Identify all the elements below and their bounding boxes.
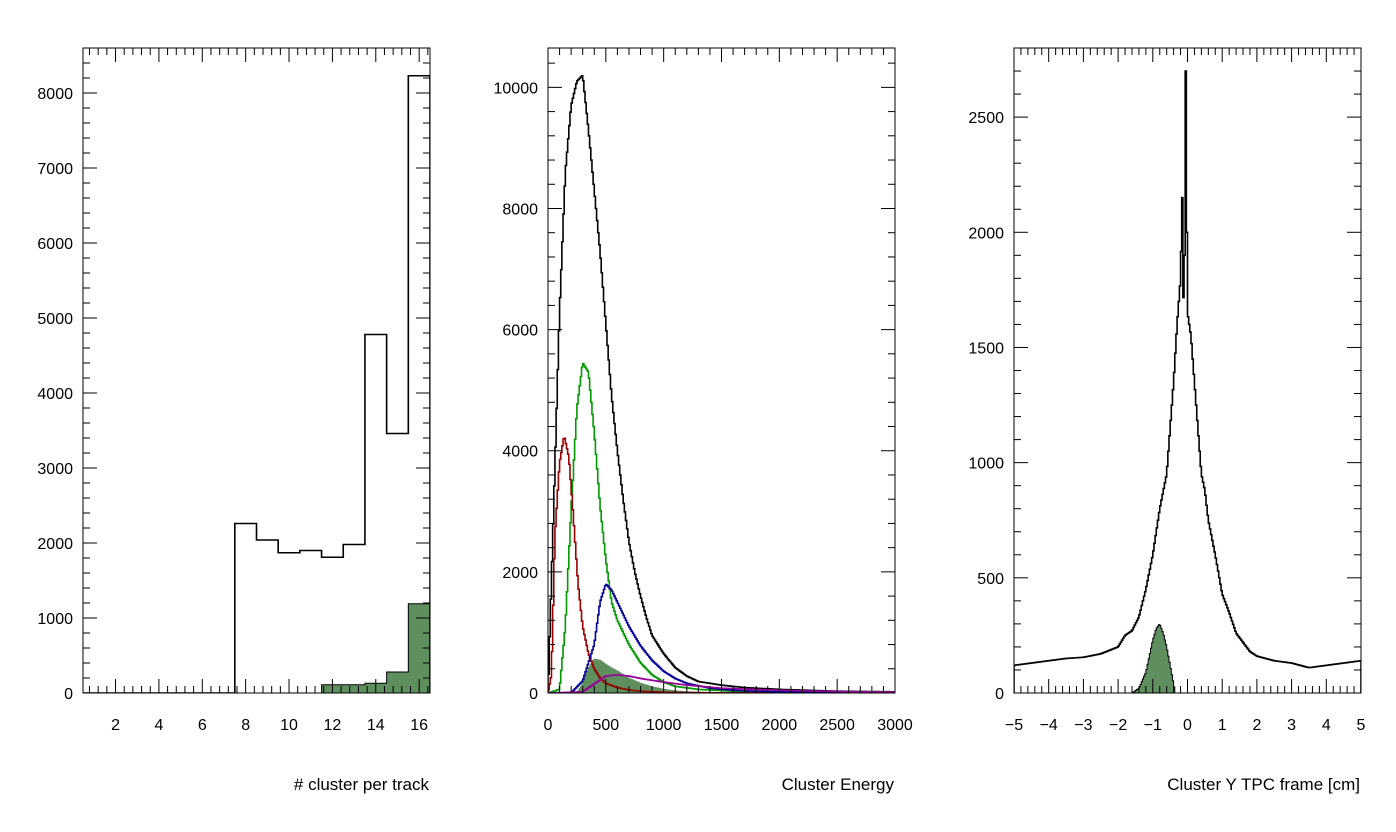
y-tick-label: 4000	[37, 386, 73, 403]
x-tick-label: 2	[111, 717, 120, 734]
y-tick-label: 7000	[37, 161, 73, 178]
panel-cluster-per-track: 2 4 6 8 10 12 14 16 0 1000 2000 3000 4000 5000 6000 700…	[37, 47, 431, 794]
y-tick-label: 1500	[968, 340, 1004, 357]
x-tick-label: 0	[544, 717, 553, 734]
plot-area	[83, 74, 430, 693]
y-tick-label: 2000	[968, 225, 1004, 242]
x-tick-label: −3	[1074, 717, 1092, 734]
y-tick-label: 1000	[37, 611, 73, 628]
x-axis-title: Cluster Energy	[782, 775, 895, 794]
x-tick-label: 12	[324, 717, 342, 734]
x-tick-label: 14	[367, 717, 385, 734]
x-tick-label: 6	[198, 717, 207, 734]
y-tick-label: 2000	[37, 536, 73, 553]
x-tick-label: 500	[592, 717, 619, 734]
histogram-line-2	[548, 437, 895, 693]
filled-histogram-1	[83, 603, 430, 693]
y-tick-label: 0	[64, 686, 73, 703]
histogram-line-0	[1014, 70, 1361, 693]
filled-histogram-1	[1014, 624, 1361, 693]
x-tick-label: 8	[241, 717, 250, 734]
histogram-line-1	[548, 363, 895, 693]
x-axis-title: Cluster Y TPC frame [cm]	[1167, 775, 1360, 794]
x-tick-label: 5	[1357, 717, 1366, 734]
y-tick-label: 4000	[502, 444, 538, 461]
x-axis-title: # cluster per track	[294, 775, 430, 794]
x-tick-label: −1	[1144, 717, 1162, 734]
y-tick-label: 10000	[494, 80, 539, 97]
y-tick-label: 3000	[37, 461, 73, 478]
y-tick-label: 5000	[37, 311, 73, 328]
x-tick-label: 0	[1183, 717, 1192, 734]
plot-frame	[547, 47, 896, 694]
plot-area	[1014, 70, 1361, 693]
y-tick-label: 6000	[502, 323, 538, 340]
plot-frame	[1013, 47, 1362, 694]
y-tick-label: 0	[995, 686, 1004, 703]
x-tick-label: 1	[1218, 717, 1227, 734]
histogram-line-0	[83, 74, 430, 693]
x-tick-label: 3000	[877, 717, 913, 734]
y-tick-label: 0	[529, 686, 538, 703]
y-tick-label: 6000	[37, 236, 73, 253]
y-tick-label: 8000	[37, 86, 73, 103]
x-tick-label: −2	[1109, 717, 1127, 734]
filled-histogram-5	[548, 658, 895, 693]
y-tick-label: 2000	[502, 565, 538, 582]
y-tick-label: 2500	[968, 110, 1004, 127]
x-tick-label: 1500	[704, 717, 740, 734]
x-tick-label: 2	[1252, 717, 1261, 734]
x-tick-label: 16	[410, 717, 428, 734]
plot-frame	[82, 47, 431, 694]
y-tick-label: 8000	[502, 201, 538, 218]
x-tick-label: 4	[154, 717, 163, 734]
x-tick-label: 4	[1322, 717, 1331, 734]
x-tick-label: 2000	[762, 717, 798, 734]
x-tick-label: 3	[1287, 717, 1296, 734]
x-tick-label: 10	[280, 717, 298, 734]
x-tick-label: −4	[1040, 717, 1058, 734]
plot-area	[548, 75, 895, 693]
panel-cluster-energy: 0 500 1000 1500 2000 2500 3000 0 2000 4000 6000 800…	[494, 47, 913, 794]
y-tick-label: 1000	[968, 456, 1004, 473]
panel-cluster-y-tpc: −5 −4 −3 −2 −1 0 1 2 3 4 5 0 500 1000 1500 2000 2500 Clus…	[968, 47, 1366, 794]
x-tick-label: 1000	[646, 717, 682, 734]
x-tick-label: 2500	[819, 717, 855, 734]
x-tick-label: −5	[1005, 717, 1023, 734]
y-tick-label: 500	[977, 571, 1004, 588]
